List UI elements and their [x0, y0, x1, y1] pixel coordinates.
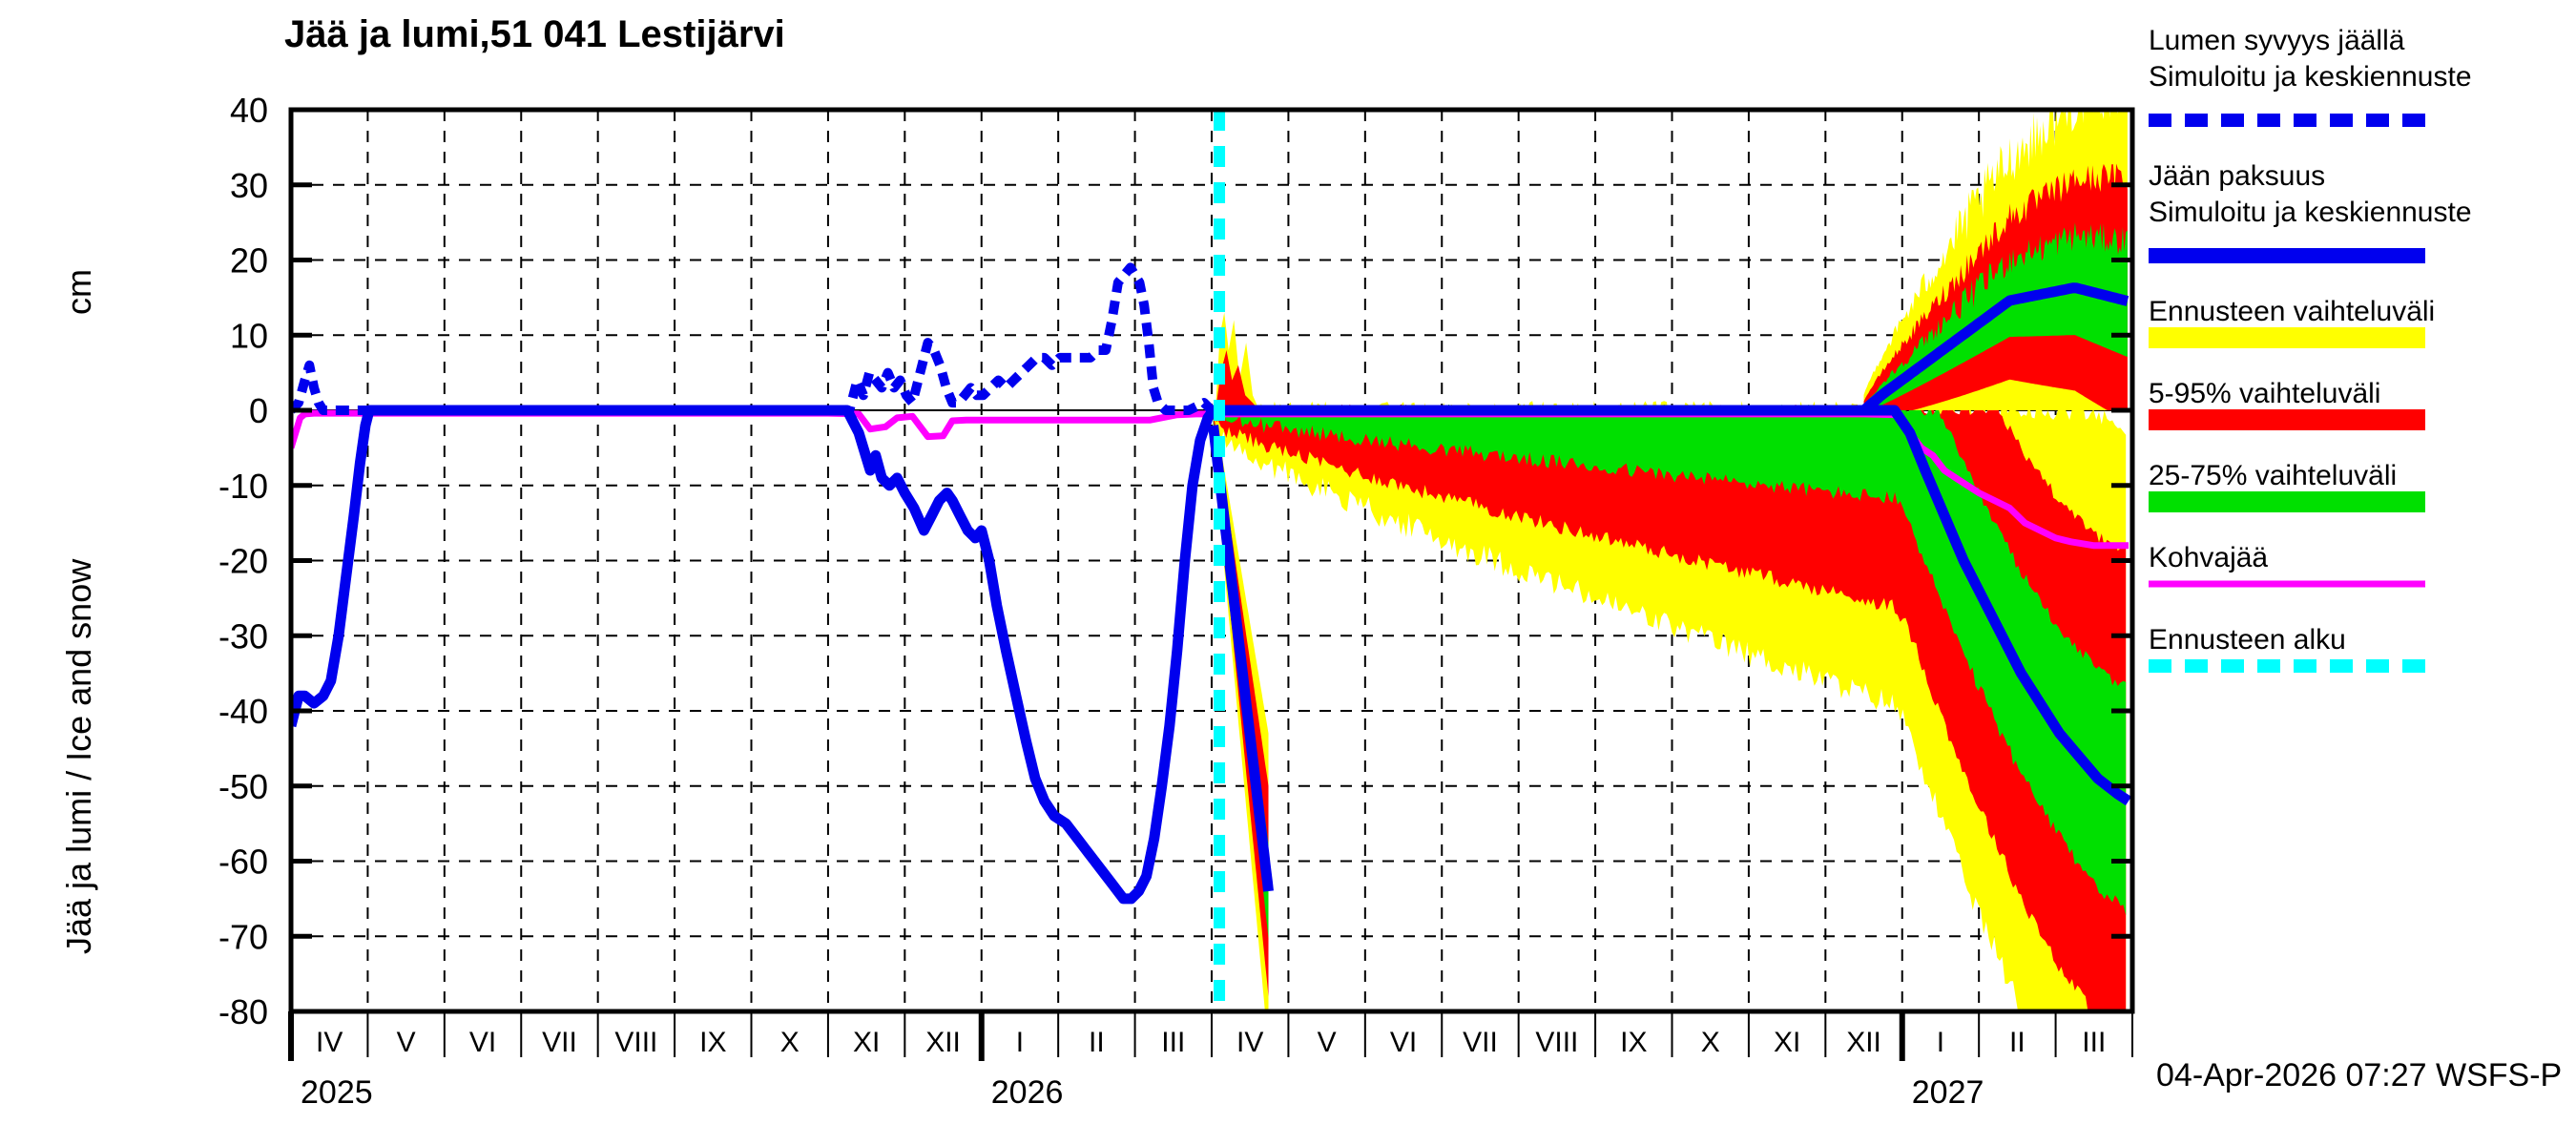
x-tick-label-month: II	[2009, 1027, 2025, 1058]
y-tick-label: -80	[218, 992, 268, 1031]
chart-legend: Lumen syvyys jäällä Simuloitu ja keskienn…	[2149, 25, 2472, 673]
chart-title: Jää ja lumi,51 041 Lestijärvi	[284, 13, 785, 55]
timestamp-label: 04-Apr-2026 07:27 WSFS-P	[2156, 1057, 2563, 1093]
y-axis-title: Jää ja lumi / Ice and snow	[59, 558, 98, 954]
legend-item-title: Lumen syvyys jäällä	[2149, 25, 2405, 56]
x-tick-label-month: IX	[699, 1027, 726, 1058]
x-tick-label-month: III	[1161, 1027, 1185, 1058]
x-tick-label-month: VIII	[1535, 1027, 1578, 1058]
x-tick-label-month: VIII	[614, 1027, 657, 1058]
y-tick-label: 10	[230, 316, 268, 355]
y-tick-label: -10	[218, 467, 268, 506]
x-tick-label-month: XII	[925, 1027, 961, 1058]
x-tick-label-month: IV	[1236, 1027, 1263, 1058]
x-tick-label-month: IV	[316, 1027, 343, 1058]
y-tick-label: 0	[249, 391, 268, 430]
x-tick-label-month: I	[1016, 1027, 1024, 1058]
x-tick-label-month: VI	[469, 1027, 496, 1058]
legend-item-title: Jään paksuus	[2149, 160, 2325, 192]
legend-item-subtitle: Simuloitu ja keskiennuste	[2149, 61, 2472, 93]
legend-item-subtitle: Simuloitu ja keskiennuste	[2149, 197, 2472, 228]
legend-item-title: Ennusteen vaihteluväli	[2149, 296, 2435, 327]
x-tick-label-month: XII	[1846, 1027, 1881, 1058]
x-axis-year-label: 2025	[301, 1074, 373, 1111]
x-axis-year-label: 2027	[1912, 1074, 1984, 1111]
y-tick-label: 30	[230, 166, 268, 205]
x-tick-label-month: VII	[542, 1027, 577, 1058]
y-tick-label: 20	[230, 241, 268, 281]
x-tick-label-month: III	[2082, 1027, 2106, 1058]
legend-item-title: 25-75% vaihteluväli	[2149, 460, 2397, 491]
x-tick-label-month: X	[1701, 1027, 1720, 1058]
legend-item-title: Ennusteen alku	[2149, 624, 2346, 656]
x-tick-label-month: X	[780, 1027, 800, 1058]
y-axis-unit: cm	[59, 269, 98, 315]
x-tick-label-month: VI	[1390, 1027, 1417, 1058]
x-tick-label-month: IX	[1620, 1027, 1647, 1058]
y-tick-label: -60	[218, 843, 268, 882]
x-tick-label-month: XI	[1774, 1027, 1800, 1058]
y-tick-label: -50	[218, 767, 268, 806]
x-tick-label-month: VII	[1463, 1027, 1498, 1058]
legend-item-title: 5-95% vaihteluväli	[2149, 378, 2380, 409]
y-tick-label: -30	[218, 616, 268, 656]
y-tick-label: 40	[230, 91, 268, 130]
y-tick-label: -70	[218, 917, 268, 956]
legend-item-title: Kohvajää	[2149, 542, 2268, 573]
x-tick-label-month: XI	[853, 1027, 880, 1058]
x-tick-label-month: V	[1318, 1027, 1337, 1058]
x-tick-label-month: I	[1937, 1027, 1944, 1058]
x-tick-label-month: II	[1089, 1027, 1105, 1058]
y-tick-label: -40	[218, 692, 268, 731]
data-series	[291, 262, 2132, 905]
y-tick-label: -20	[218, 542, 268, 581]
x-axis-year-label: 2026	[991, 1074, 1064, 1111]
x-tick-label-month: V	[397, 1027, 416, 1058]
